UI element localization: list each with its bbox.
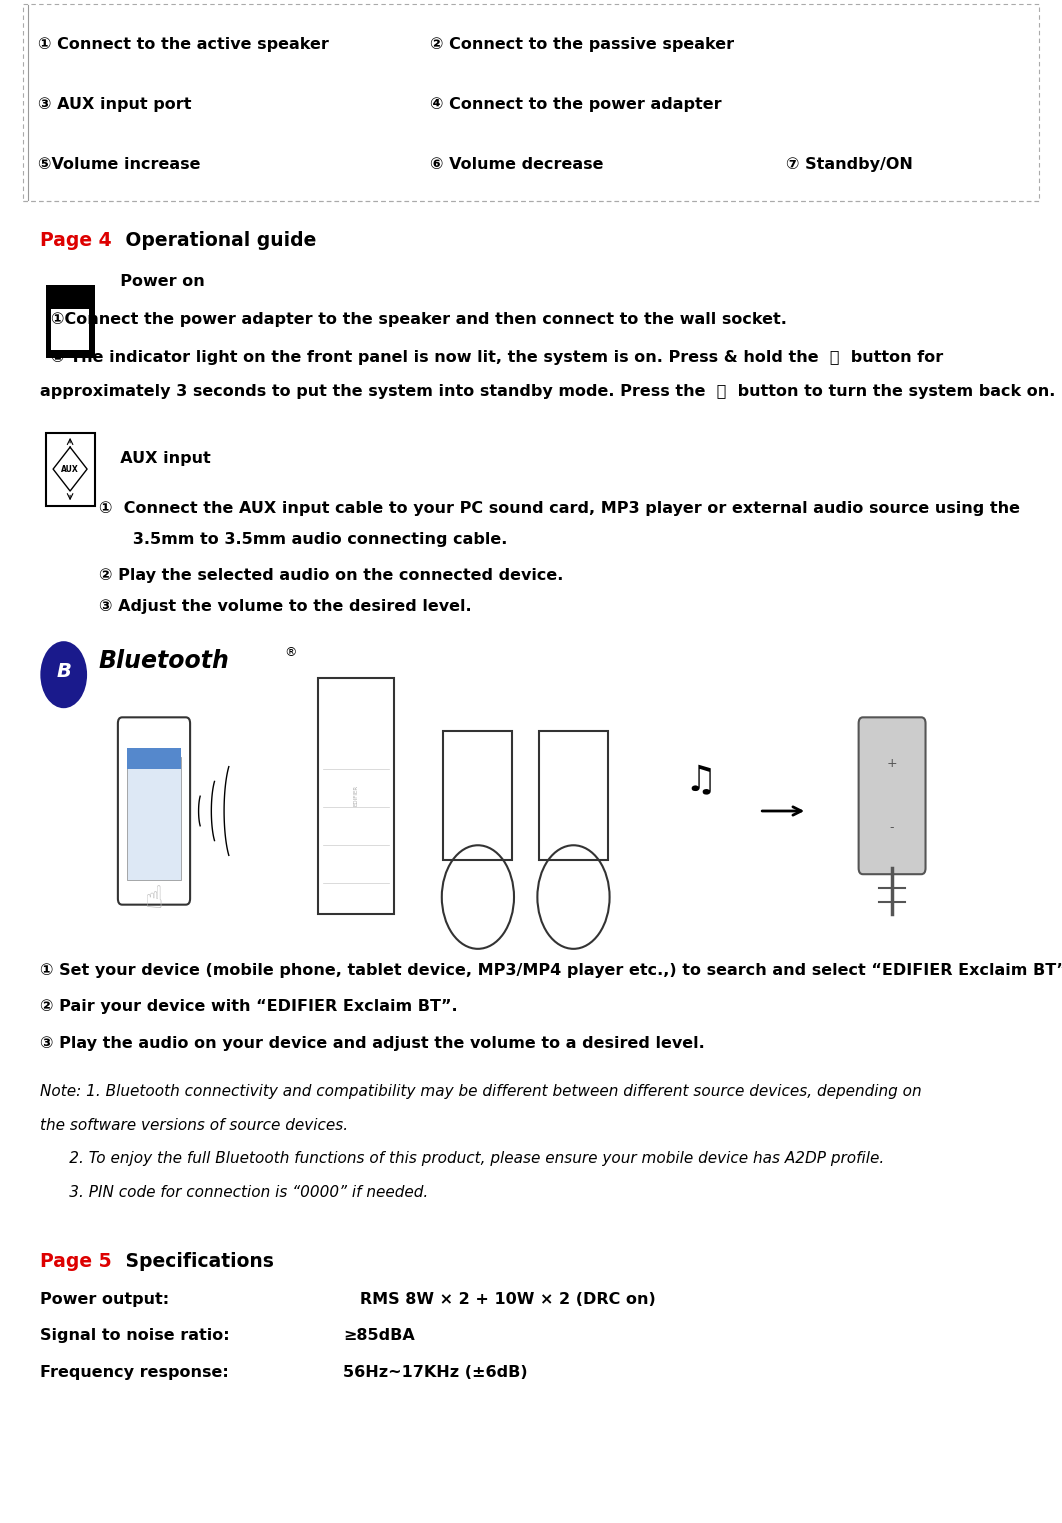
FancyBboxPatch shape <box>51 309 89 350</box>
FancyBboxPatch shape <box>127 748 181 769</box>
Text: ③ Adjust the volume to the desired level.: ③ Adjust the volume to the desired level… <box>99 599 472 614</box>
Circle shape <box>40 641 87 708</box>
FancyBboxPatch shape <box>127 757 181 880</box>
Text: Note: 1. Bluetooth connectivity and compatibility may be different between diffe: Note: 1. Bluetooth connectivity and comp… <box>40 1084 922 1100</box>
FancyBboxPatch shape <box>55 285 66 309</box>
Text: ①  Connect the AUX input cable to your PC sound card, MP3 player or external aud: ① Connect the AUX input cable to your PC… <box>99 501 1020 516</box>
Text: RMS 8W × 2 + 10W × 2 (DRC on): RMS 8W × 2 + 10W × 2 (DRC on) <box>343 1292 655 1307</box>
FancyBboxPatch shape <box>118 717 190 905</box>
Text: ③ Play the audio on your device and adjust the volume to a desired level.: ③ Play the audio on your device and adju… <box>40 1036 705 1051</box>
Text: Page 4: Page 4 <box>40 231 112 250</box>
Text: 3. PIN code for connection is “0000” if needed.: 3. PIN code for connection is “0000” if … <box>40 1185 429 1200</box>
Text: Operational guide: Operational guide <box>119 231 316 250</box>
Text: 56Hz~17KHz (±6dB): 56Hz~17KHz (±6dB) <box>343 1365 528 1380</box>
FancyBboxPatch shape <box>46 285 95 358</box>
Text: ☝: ☝ <box>144 885 164 914</box>
Text: ① Set your device (mobile phone, tablet device, MP3/MP4 player etc.,) to search : ① Set your device (mobile phone, tablet … <box>40 963 1062 978</box>
FancyBboxPatch shape <box>23 5 1039 201</box>
Text: ⑤Volume increase: ⑤Volume increase <box>38 157 201 172</box>
Text: Signal to noise ratio:: Signal to noise ratio: <box>40 1328 230 1343</box>
FancyBboxPatch shape <box>46 433 95 506</box>
Text: ② Pair your device with “EDIFIER Exclaim BT”.: ② Pair your device with “EDIFIER Exclaim… <box>40 999 458 1014</box>
Text: Specifications: Specifications <box>119 1252 274 1270</box>
Text: Frequency response:: Frequency response: <box>40 1365 229 1380</box>
Text: ①Connect the power adapter to the speaker and then connect to the wall socket.: ①Connect the power adapter to the speake… <box>51 312 787 327</box>
Text: ⑥ Volume decrease: ⑥ Volume decrease <box>430 157 603 172</box>
Text: 3.5mm to 3.5mm audio connecting cable.: 3.5mm to 3.5mm audio connecting cable. <box>99 532 508 547</box>
FancyBboxPatch shape <box>74 285 85 309</box>
FancyBboxPatch shape <box>539 731 607 860</box>
Text: the software versions of source devices.: the software versions of source devices. <box>40 1118 348 1133</box>
Text: AUX input: AUX input <box>109 451 211 466</box>
FancyBboxPatch shape <box>444 731 512 860</box>
Text: +: + <box>887 757 897 771</box>
Text: ®: ® <box>285 646 297 659</box>
Text: AUX: AUX <box>62 465 79 474</box>
Text: ⑦ Standby/ON: ⑦ Standby/ON <box>786 157 912 172</box>
Text: approximately 3 seconds to put the system into standby mode. Press the  ⏻  butto: approximately 3 seconds to put the syste… <box>40 384 1056 399</box>
Text: 2. To enjoy the full Bluetooth functions of this product, please ensure your mob: 2. To enjoy the full Bluetooth functions… <box>40 1151 885 1167</box>
Text: Power output:: Power output: <box>40 1292 170 1307</box>
Text: ≥85dBA: ≥85dBA <box>343 1328 415 1343</box>
Text: ♫: ♫ <box>685 763 717 798</box>
Text: Bluetooth: Bluetooth <box>99 649 229 673</box>
FancyBboxPatch shape <box>318 678 394 914</box>
Text: ② Play the selected audio on the connected device.: ② Play the selected audio on the connect… <box>99 568 563 583</box>
Text: ② The indicator light on the front panel is now lit, the system is on. Press & h: ② The indicator light on the front panel… <box>51 350 943 366</box>
Text: EDIFIER: EDIFIER <box>354 786 358 806</box>
Text: B: B <box>56 663 71 681</box>
Text: -: - <box>890 821 894 835</box>
Text: ① Connect to the active speaker: ① Connect to the active speaker <box>38 38 329 52</box>
Text: Page 5: Page 5 <box>40 1252 112 1270</box>
FancyBboxPatch shape <box>858 717 925 874</box>
Text: Power on: Power on <box>109 274 205 289</box>
Text: ③ AUX input port: ③ AUX input port <box>38 97 192 113</box>
Text: ④ Connect to the power adapter: ④ Connect to the power adapter <box>430 97 722 113</box>
Text: ② Connect to the passive speaker: ② Connect to the passive speaker <box>430 38 734 52</box>
